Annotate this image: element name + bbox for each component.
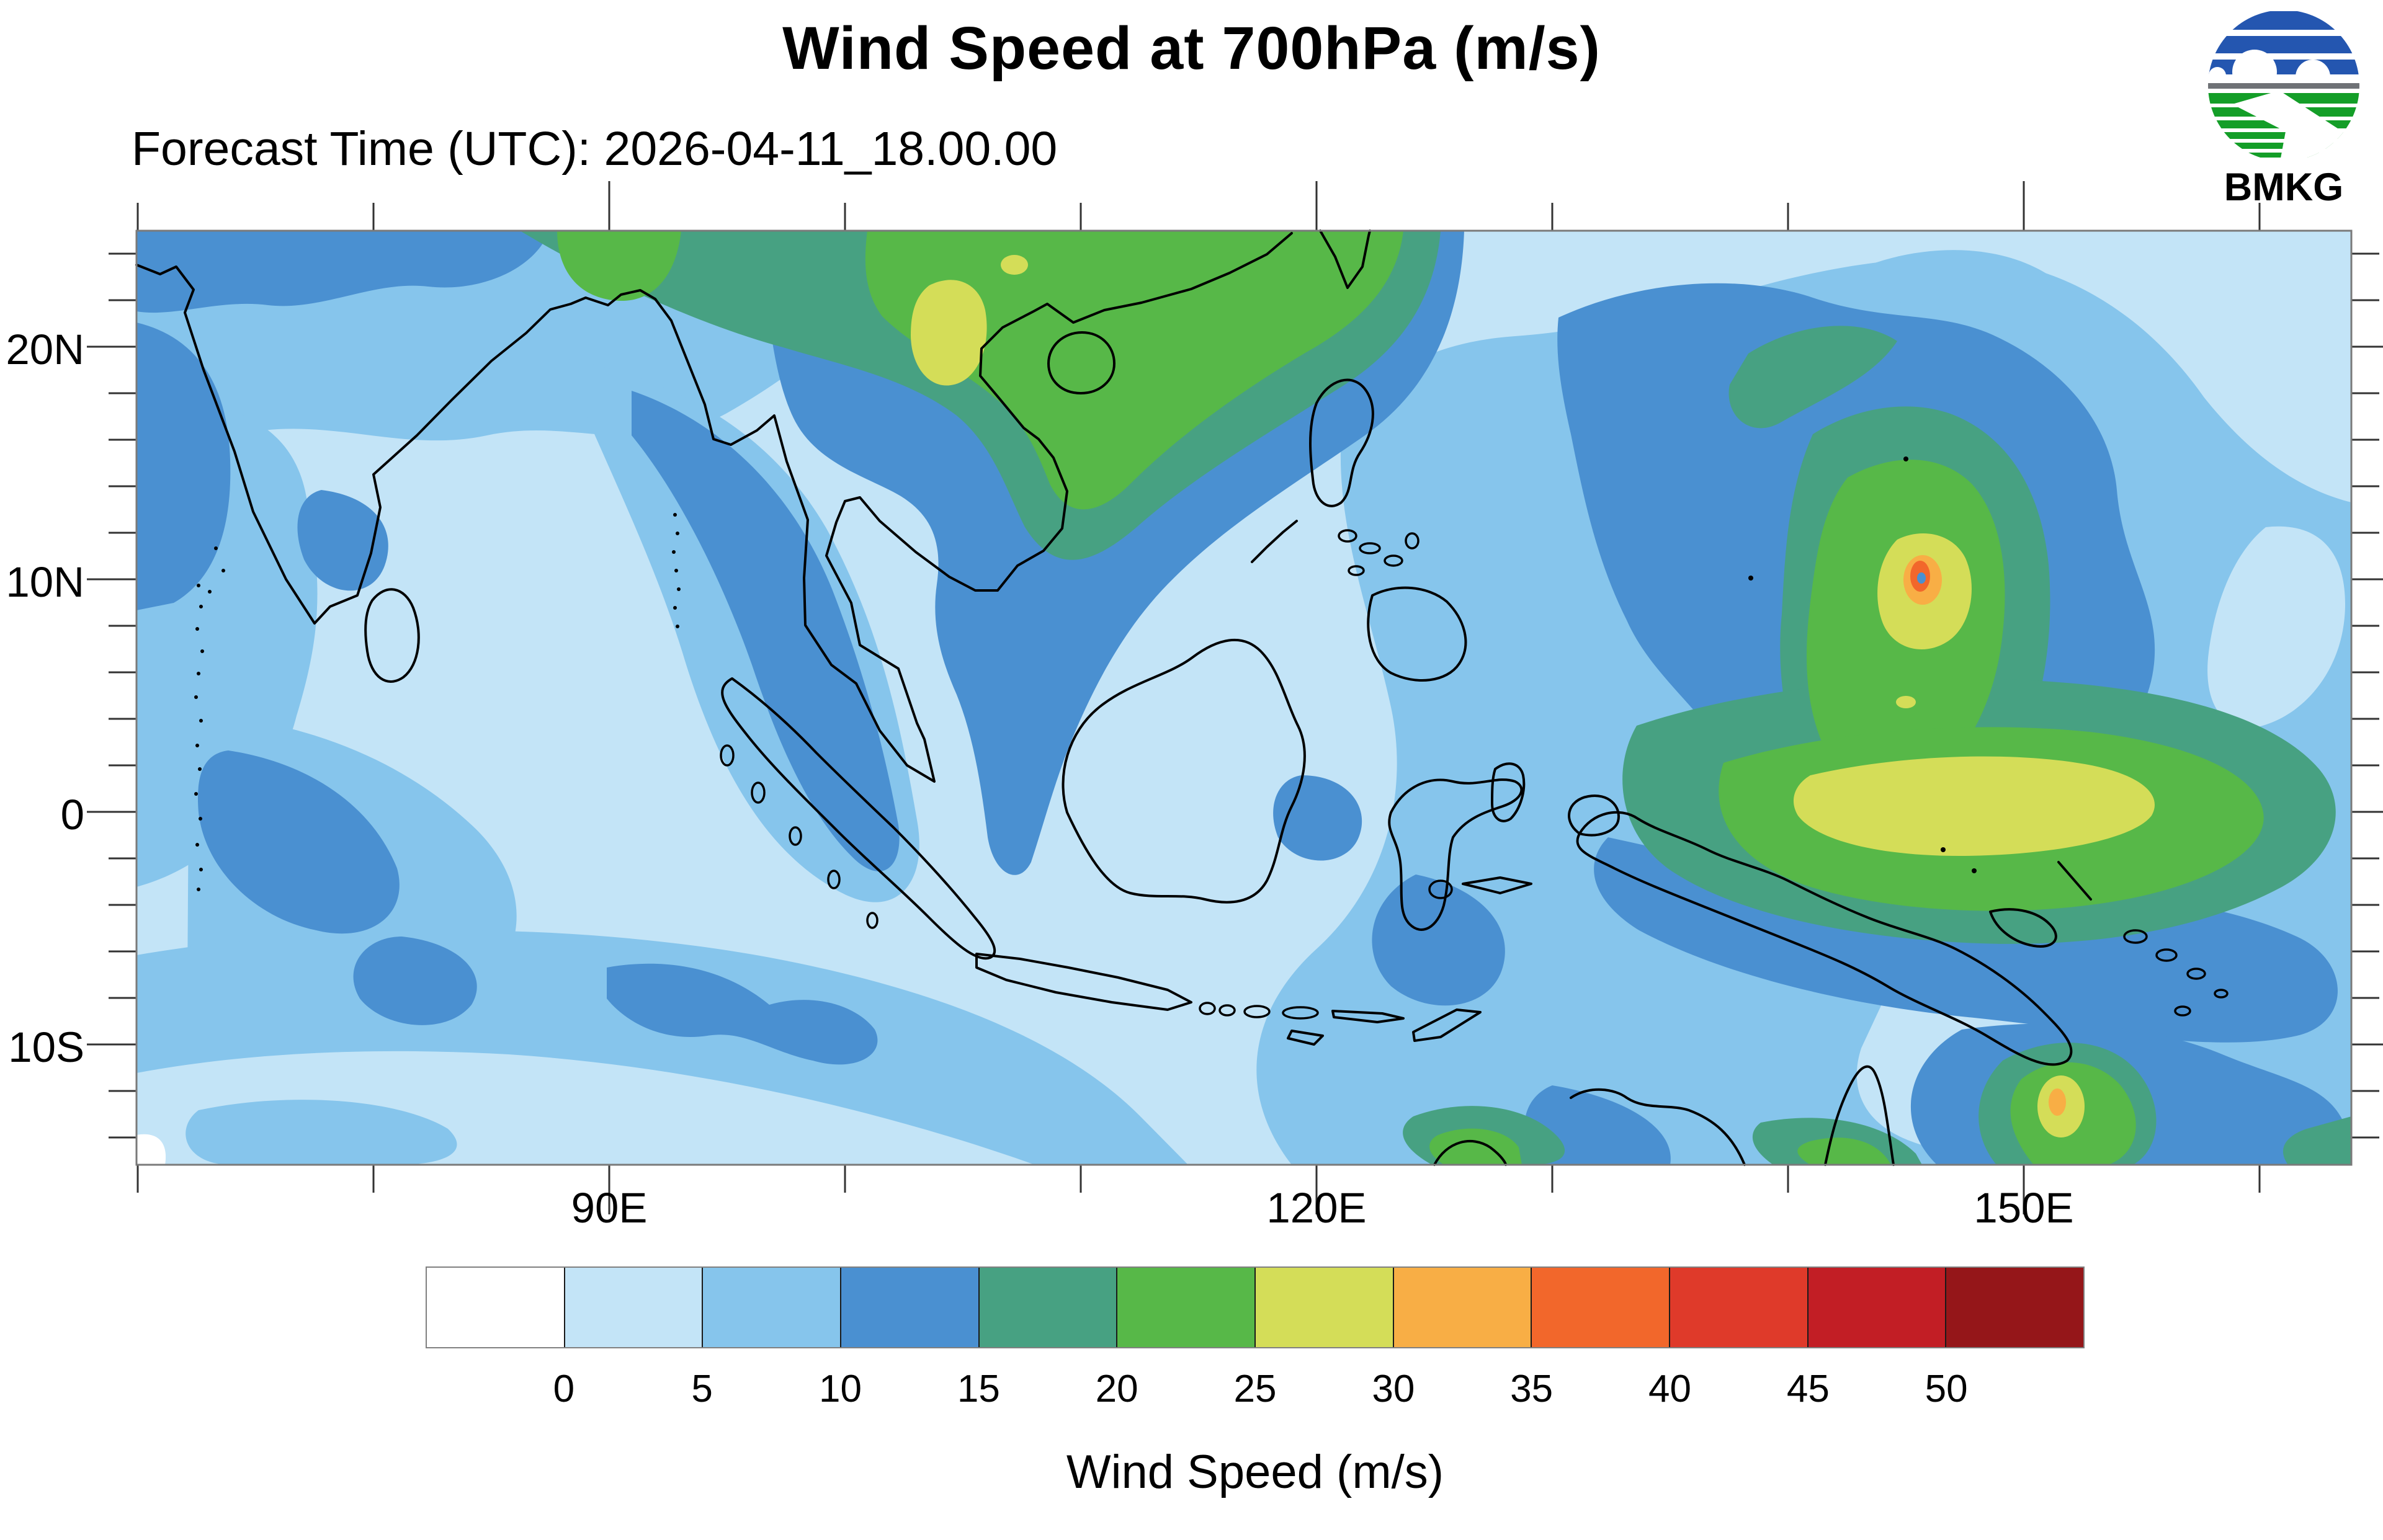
coastline-layer — [135, 229, 2229, 1166]
colorbar-tick-label: 50 — [1925, 1368, 1968, 1410]
colorbar-labels: 0 5 10 15 20 25 30 35 40 45 50 — [426, 1367, 2085, 1412]
forecast-time: Forecast Time (UTC): 2026-04-11_18.00.00 — [132, 122, 1058, 176]
colorbar-tick-label: 15 — [957, 1368, 1000, 1410]
lon-label-150e: 150E — [1974, 1184, 2074, 1232]
lat-label-20n: 20N — [6, 326, 84, 373]
lat-label-0: 0 — [60, 791, 84, 839]
lon-label-120e: 120E — [1266, 1184, 1367, 1232]
colorbar-tick-label: 25 — [1233, 1368, 1277, 1410]
colorbar-segment — [1808, 1268, 1947, 1347]
map-border — [135, 229, 2353, 1166]
colorbar — [426, 1266, 2085, 1348]
bmkg-logo-icon — [2208, 10, 2359, 161]
axis-ticks-layer — [87, 181, 2383, 1214]
colorbar-tick-label: 35 — [1510, 1368, 1554, 1410]
colorbar-segment — [1256, 1268, 1394, 1347]
colorbar-title: Wind Speed (m/s) — [1066, 1446, 1444, 1498]
page-title: Wind Speed at 700hPa (m/s) — [782, 14, 1601, 82]
colorbar-segment — [841, 1268, 980, 1347]
colorbar-segment — [565, 1268, 704, 1347]
lat-label-10s: 10S — [8, 1023, 84, 1071]
bmkg-logo-text: BMKG — [2224, 166, 2344, 209]
colorbar-tick-label: 0 — [553, 1368, 575, 1410]
colorbar-segment — [1946, 1268, 2084, 1347]
lat-label-10n: 10N — [6, 558, 84, 606]
island-dot-chains — [194, 456, 1977, 891]
map-canvas — [87, 181, 2383, 1214]
colorbar-segment — [427, 1268, 565, 1347]
colorbar-tick-label: 10 — [819, 1368, 862, 1410]
colorbar-segment — [1670, 1268, 1808, 1347]
colorbar-tick-label: 40 — [1648, 1368, 1691, 1410]
colorbar-segment — [703, 1268, 842, 1347]
colorbar-segment — [1532, 1268, 1671, 1347]
colorbar-tick-label: 20 — [1095, 1368, 1138, 1410]
colorbar-tick-label: 45 — [1786, 1368, 1830, 1410]
colorbar-tick-label: 5 — [691, 1368, 713, 1410]
colorbar-segment — [1393, 1268, 1532, 1347]
colorbar-tick-label: 30 — [1372, 1368, 1415, 1410]
wind-speed-fill-layer — [136, 231, 2351, 1165]
colorbar-segment — [979, 1268, 1118, 1347]
lon-label-90e: 90E — [571, 1184, 648, 1232]
colorbar-segment — [1117, 1268, 1256, 1347]
